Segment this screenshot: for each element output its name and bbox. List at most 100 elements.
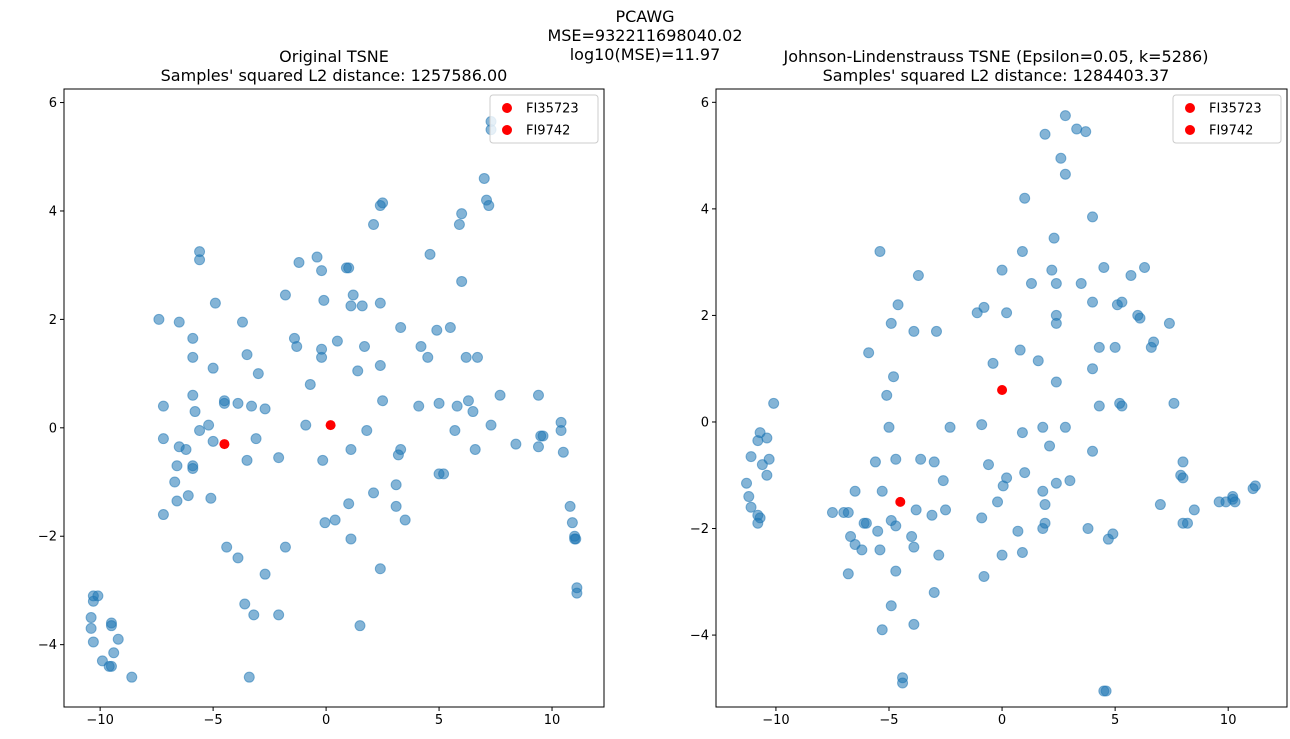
right-sample-point [987, 357, 999, 369]
right-sample-point [1059, 168, 1071, 180]
left-sample-point [374, 200, 386, 212]
left-sample-point [415, 341, 427, 352]
left-sample-point [532, 441, 544, 453]
left-sample-point [566, 517, 578, 529]
right-sample-point [741, 477, 753, 489]
right-sample-point [906, 531, 918, 543]
left-sample-point [194, 425, 206, 437]
right-sample-point [1080, 126, 1092, 138]
right-axes-frame [715, 88, 1288, 708]
right-plot-title-line-1: Johnson-Lindenstrauss TSNE (Epsilon=0.05… [783, 47, 1209, 66]
left-sample-point [300, 419, 312, 431]
left-sample-point [329, 514, 341, 526]
left-sample-point [352, 365, 364, 377]
left-sample-point [460, 351, 472, 363]
right-y-tick-label: 6 [701, 96, 709, 111]
right-sample-point [910, 504, 922, 516]
right-sample-point [856, 544, 868, 556]
left-sample-point [153, 313, 165, 325]
left-sample-point [173, 316, 185, 328]
left-sample-point [347, 289, 359, 301]
left-sample-point [85, 612, 97, 624]
left-sample-point [304, 378, 316, 390]
right-sample-point [940, 504, 952, 516]
left-sample-point [424, 248, 436, 260]
right-sample-point [885, 600, 897, 612]
left-sample-point [180, 444, 192, 455]
right-x-tick-label: 0 [998, 713, 1006, 728]
left-sample-point [171, 495, 183, 507]
left-sample-point [112, 633, 124, 645]
left-sample-point [532, 389, 544, 401]
left-sample-point [564, 500, 576, 512]
left-sample-point [390, 479, 402, 491]
right-sample-point [745, 451, 757, 463]
left-sample-point [392, 449, 404, 461]
left-sample-point [478, 172, 490, 184]
left-sample-point [555, 425, 567, 437]
left-plot-title-line-1: Original TSNE [279, 47, 389, 66]
left-sample-point [485, 419, 497, 431]
right-sample-point [897, 677, 909, 689]
left-sample-point [207, 362, 219, 374]
right-sample-point [1116, 400, 1128, 412]
right-sample-point [1087, 363, 1099, 375]
left-sample-point [374, 297, 386, 309]
right-sample-point [1181, 517, 1193, 529]
right-sample-point [1016, 427, 1028, 439]
right-legend-label: FI9742 [1209, 124, 1253, 139]
right-sample-point [1016, 245, 1028, 257]
left-sample-point [456, 275, 468, 287]
left-sample-point [293, 256, 305, 268]
left-y-tick-label: 0 [49, 421, 57, 436]
left-y-tick-label: 2 [49, 313, 57, 328]
left-legend-label: FI35723 [526, 102, 579, 117]
right-sample-point [992, 496, 1004, 508]
left-y-tick-label: −4 [38, 638, 57, 653]
right-sample-point [908, 541, 920, 553]
left-sample-point [319, 517, 331, 529]
right-sample-point [761, 432, 773, 444]
left-sample-point [354, 620, 366, 632]
right-sample-point [1093, 400, 1105, 412]
left-sample-point [279, 541, 291, 553]
left-sample-point [187, 332, 199, 344]
right-sample-point [1012, 525, 1024, 537]
right-sample-point [915, 453, 927, 465]
right-sample-point [1050, 317, 1062, 329]
left-sample-point [345, 444, 357, 455]
left-sample-point [239, 598, 251, 610]
left-sample-point [232, 552, 244, 564]
right-sample-point [1001, 307, 1013, 319]
left-sample-point [182, 490, 194, 502]
right-sample-point [1163, 317, 1175, 329]
left-sample-point [345, 300, 357, 312]
left-sample-point [103, 660, 115, 672]
right-sample-point [1087, 211, 1099, 223]
right-sample-point [881, 389, 893, 401]
right-x-tick-label: −5 [879, 713, 898, 728]
right-sample-point [876, 485, 888, 497]
right-y-tick-label: 0 [701, 415, 709, 430]
right-sample-point [1100, 685, 1112, 697]
left-sample-point [241, 349, 253, 361]
right-sample-point [1019, 192, 1031, 204]
left-sample-point [92, 590, 104, 602]
right-sample-point [944, 421, 956, 433]
right-sample-point [890, 520, 902, 532]
left-sample-point [317, 454, 329, 466]
right-legend-marker [1185, 125, 1195, 135]
left-sample-point [126, 671, 138, 683]
left-x-tick-label: −5 [204, 713, 223, 728]
right-sample-point [1148, 336, 1160, 348]
left-sample-point [343, 498, 355, 510]
right-legend-marker [1185, 103, 1195, 113]
left-sample-point [221, 541, 233, 553]
left-legend-marker [502, 125, 512, 135]
suptitle-line-1: PCAWG [615, 7, 675, 26]
left-sample-point [453, 219, 465, 231]
right-sample-point [1016, 547, 1028, 558]
right-sample-point [754, 512, 766, 524]
right-sample-point [978, 301, 990, 313]
